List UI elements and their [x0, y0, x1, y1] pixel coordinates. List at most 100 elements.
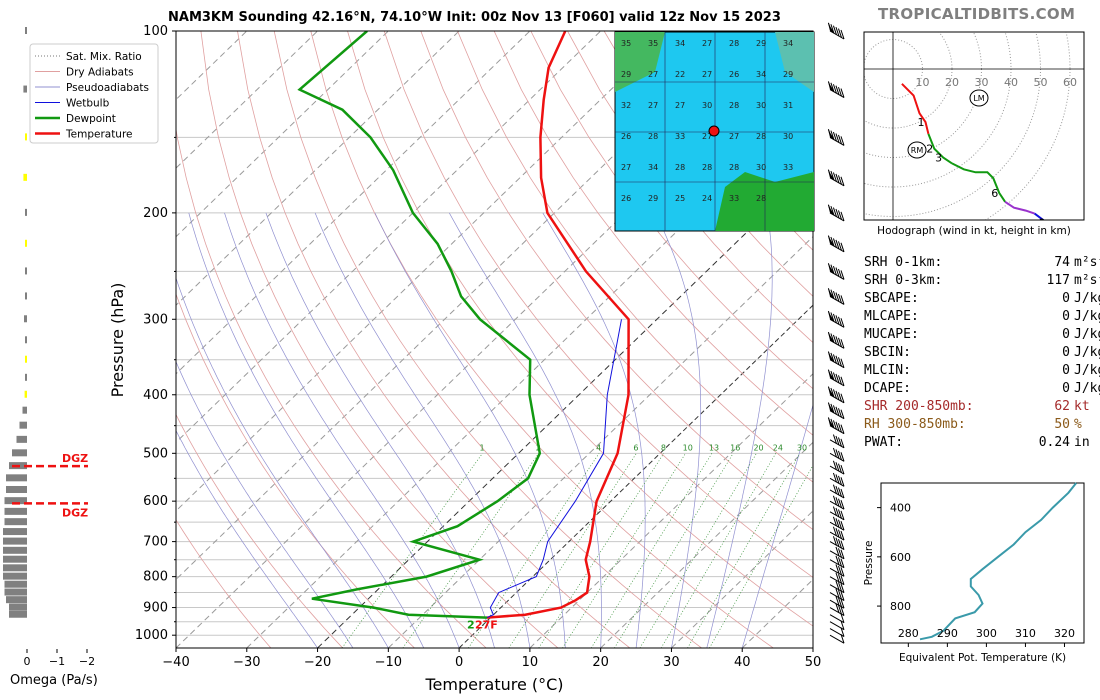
tick-label: 300 [143, 312, 168, 327]
tick-label: 280 [898, 627, 919, 640]
omega-bar [25, 133, 27, 141]
stat-key: PWAT: [864, 435, 904, 450]
wind-barb [829, 434, 845, 449]
mixing-ratio-line [538, 453, 665, 648]
hodograph-height-label: 2 [926, 143, 933, 156]
legend-entry: Dry Adiabats [66, 67, 134, 79]
surface-temperature-label: 27F [475, 619, 498, 632]
legend-entry: Temperature [65, 129, 133, 141]
map-value-label: 29 [756, 39, 766, 48]
stat-row: SRH 0-3km: 117 m²s⁻² [864, 272, 1100, 290]
omega-bar [6, 474, 27, 482]
wind-barb [827, 129, 845, 146]
map-value-label: 28 [729, 163, 739, 172]
map-value-label: 22 [675, 70, 685, 79]
mixing-ratio-label: 4 [596, 443, 601, 452]
dgz-label: DGZ [62, 452, 88, 465]
wind-barb [829, 613, 845, 624]
stat-value: 50 [1054, 417, 1070, 432]
dry-adiabat [273, 31, 702, 648]
map-value-label: 32 [621, 101, 631, 110]
stat-value: 62 [1054, 399, 1070, 414]
stat-unit: J/kg [1074, 327, 1100, 342]
dry-adiabat [310, 31, 774, 648]
stat-row: SRH 0-1km: 74 m²s⁻² [864, 254, 1100, 272]
omega-bar [25, 355, 27, 363]
omega-bar [25, 373, 27, 381]
wind-barb [827, 310, 845, 328]
tick-label: 800 [890, 600, 911, 613]
hodograph-caption: Hodograph (wind in kt, height in km) [877, 225, 1071, 237]
stat-unit: J/kg [1074, 363, 1100, 378]
map-value-label: 30 [702, 101, 712, 110]
hodograph-trace [1004, 200, 1035, 215]
stat-row: PWAT: 0.24 in [864, 434, 1100, 452]
brand-watermark: TROPICALTIDBITS.COM [878, 5, 1076, 23]
tick-label: −30 [233, 655, 260, 670]
tick-label: 700 [143, 535, 168, 550]
mixing-ratio-line [508, 453, 637, 648]
omega-bar [25, 239, 27, 247]
wind-barb [827, 351, 845, 369]
stat-value: 0 [1062, 381, 1070, 396]
isotherm [317, 167, 813, 648]
wind-barb [827, 81, 845, 98]
hodograph-height-label: 6 [991, 187, 998, 200]
tick-label: 100 [143, 24, 168, 39]
stat-key: MUCAPE: [864, 327, 919, 342]
pseudoadiabat [176, 276, 389, 648]
map-value-label: 30 [783, 132, 793, 141]
wind-barb [829, 555, 845, 569]
omega-panel: DGZ DGZ 0 −1 −2 [3, 27, 100, 668]
tick-label: 290 [937, 627, 958, 640]
tick-label: 30 [663, 655, 680, 670]
dry-adiabat [200, 31, 559, 648]
stat-key: RH 300-850mb: [864, 417, 966, 432]
theta-e-y-label: Pressure [863, 541, 875, 586]
dry-adiabat [567, 31, 813, 344]
hodograph-ring-label: 60 [1063, 76, 1077, 89]
tick-label: −10 [375, 655, 402, 670]
map-value-label: 34 [756, 70, 766, 79]
legend: Sat. Mix. Ratio Dry Adiabats Pseudoadiabat… [29, 43, 159, 144]
wind-barb [829, 506, 845, 521]
tick-label: 0 [455, 655, 463, 670]
wind-barb [827, 386, 845, 404]
stat-unit: m²s⁻² [1074, 255, 1100, 270]
dewpoint-profile [297, 31, 542, 619]
mixing-ratio-label: 13 [709, 443, 719, 452]
stat-row: MLCIN: 0 J/kg [864, 362, 1100, 380]
hodograph-ring-label: 10 [916, 76, 930, 89]
pseudoadiabat [448, 212, 602, 648]
map-value-label: 34 [648, 163, 658, 172]
stat-unit: J/kg [1074, 291, 1100, 306]
tick-label: −40 [162, 655, 189, 670]
map-land-northeast [775, 32, 814, 92]
theta-e-panel: 280 290 300 310 320 400 600 800 Equivalent Pot. … [863, 482, 1085, 664]
omega-bar [9, 610, 27, 618]
stat-key: SRH 0-1km: [864, 255, 943, 270]
mixing-ratio-line [341, 453, 483, 648]
storm-motion-lm-label: LM [973, 94, 984, 103]
mixing-ratio-label: 16 [730, 443, 740, 452]
mixing-ratio-label: 1 [479, 443, 484, 452]
wind-barb [827, 169, 845, 187]
mixing-ratio-line [614, 453, 734, 648]
isotherm [176, 31, 672, 512]
dry-adiabat [457, 31, 813, 483]
wind-barb [829, 484, 845, 499]
wind-barb [829, 627, 845, 637]
omega-bar [3, 528, 27, 536]
map-value-label: 29 [783, 70, 793, 79]
omega-bar [16, 435, 27, 443]
mixing-ratio-line [468, 453, 600, 648]
omega-bar [24, 390, 27, 398]
mixing-ratio-line [660, 453, 777, 648]
map-value-label: 27 [702, 132, 712, 141]
omega-bar [4, 518, 27, 526]
map-value-label: 27 [648, 70, 658, 79]
tick-label: 300 [976, 627, 997, 640]
dry-adiabat [237, 31, 631, 648]
isotherm [458, 304, 813, 648]
